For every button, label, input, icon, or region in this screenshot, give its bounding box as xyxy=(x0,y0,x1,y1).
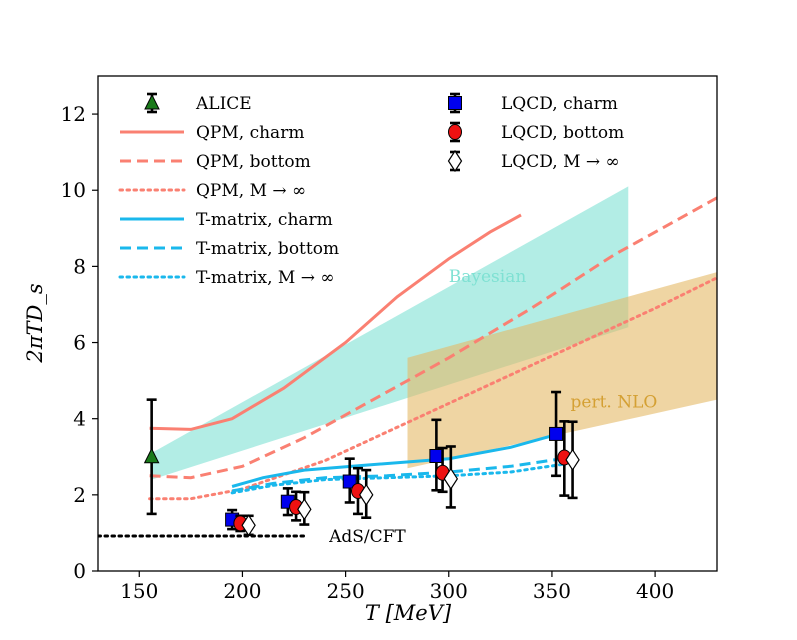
y-tick-label-10: 10 xyxy=(61,178,86,202)
annotation-ads-cft: AdS/CFT xyxy=(328,527,406,547)
series-line-t-matrix-m-inf xyxy=(230,462,564,495)
x-tick-label-200: 200 xyxy=(223,579,261,603)
point-lqcd-m-inf-3 xyxy=(443,467,459,490)
y-tick-label-0: 0 xyxy=(73,559,86,583)
plot-area: Bayesian pert. NLO AdS/CFT xyxy=(98,186,717,547)
series-line-qpm-m-inf xyxy=(148,276,717,501)
series-line-qpm-bottom xyxy=(149,196,717,480)
legend-t-matrix-m-inf-label: T-matrix, M → ∞ xyxy=(196,268,335,288)
y-tick-label-4: 4 xyxy=(73,407,86,431)
band-pert-nlo xyxy=(407,272,717,469)
x-tick-label-250: 250 xyxy=(327,579,365,603)
legend-qpm-m-inf-label: QPM, M → ∞ xyxy=(196,181,306,201)
legend-qpm-charm-label: QPM, charm xyxy=(196,123,304,143)
x-tick-label-150: 150 xyxy=(120,579,158,603)
legend-t-matrix-charm-label: T-matrix, charm xyxy=(196,210,333,230)
annotation-pert-nlo: pert. NLO xyxy=(571,393,658,413)
x-axis-label: T [MeV] xyxy=(365,601,452,625)
band-bayesian xyxy=(151,186,629,480)
point-lqcd-charm-2 xyxy=(342,474,357,489)
point-lqcd-m-inf-4 xyxy=(565,448,580,471)
legend-t-matrix-bottom-label: T-matrix, bottom xyxy=(196,239,339,259)
legend-lqcd-charm-marker xyxy=(448,96,462,110)
legend-lqcd-m-inf-label: LQCD, M → ∞ xyxy=(501,152,620,172)
y-tick-label-8: 8 xyxy=(73,254,86,278)
series-line-t-matrix-bottom xyxy=(231,457,563,493)
y-axis-label: 2πTD_s xyxy=(23,283,47,364)
y-tick-label-6: 6 xyxy=(73,331,86,355)
legend-lqcd-bottom-marker xyxy=(448,124,462,140)
legend-lqcd-m-inf-marker xyxy=(447,149,463,173)
point-lqcd-charm-4 xyxy=(549,426,564,441)
y-tick-label-12: 12 xyxy=(61,102,86,126)
legend-lqcd-charm-label: LQCD, charm xyxy=(501,94,618,114)
plot-frame xyxy=(97,75,718,572)
point-lqcd-charm-3 xyxy=(429,449,444,464)
series-line-t-matrix-charm xyxy=(231,434,553,488)
point-lqcd-m-inf-1 xyxy=(297,498,312,521)
legend-lqcd-bottom-label: LQCD, bottom xyxy=(501,123,624,143)
legend-alice-label: ALICE xyxy=(195,94,252,114)
y-tick-label-2: 2 xyxy=(73,483,86,507)
x-tick-label-300: 300 xyxy=(430,579,468,603)
series-line-qpm-charm xyxy=(149,213,522,431)
point-lqcd-m-inf-2 xyxy=(359,483,374,506)
annotation-bayesian: Bayesian xyxy=(449,267,527,287)
x-tick-label-350: 350 xyxy=(533,579,571,603)
legend-qpm-bottom-label: QPM, bottom xyxy=(196,152,311,172)
axes: 150 200 250 300 350 400 0 2 4 6 8 10 12 xyxy=(61,102,675,603)
legend-alice-marker xyxy=(144,93,160,110)
point-alice-0 xyxy=(143,447,160,464)
legend: ALICE QPM, charm QPM, bottom QPM, M → ∞ T-ma… xyxy=(118,92,624,288)
point-lqcd-m-inf-0 xyxy=(241,514,256,537)
x-tick-label-400: 400 xyxy=(636,579,674,603)
